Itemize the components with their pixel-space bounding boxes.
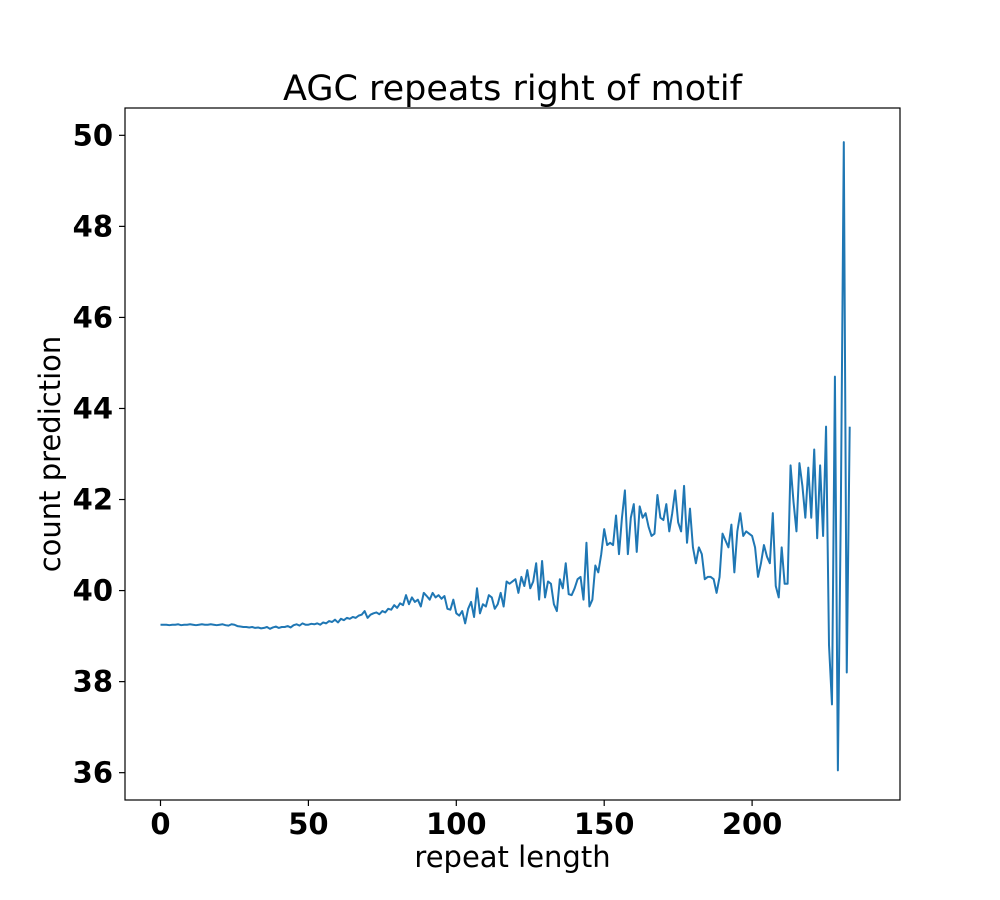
series-line	[160, 141, 851, 772]
x-axis-ticks: 0 50 100 150 200	[150, 800, 782, 841]
y-axis-label: count prediction	[33, 336, 67, 573]
y-tick-label: 38	[73, 665, 113, 699]
y-tick-label: 46	[73, 300, 113, 334]
y-tick-label: 50	[73, 118, 113, 152]
y-tick-label: 44	[73, 391, 113, 425]
x-tick-label: 0	[150, 807, 170, 841]
y-tick-label: 42	[73, 483, 113, 517]
x-tick-label: 100	[426, 807, 487, 841]
y-tick-label: 40	[73, 574, 113, 608]
x-tick-label: 50	[288, 807, 328, 841]
y-tick-label: 48	[73, 209, 113, 243]
x-axis-label: repeat length	[414, 840, 610, 874]
x-tick-label: 150	[574, 807, 635, 841]
y-axis-ticks: 36 38 40 42 44 46 48 50	[73, 118, 125, 790]
x-tick-label: 200	[722, 807, 783, 841]
plot-frame	[124, 107, 901, 801]
chart-title: AGC repeats right of motif	[283, 69, 743, 109]
y-tick-label: 36	[73, 756, 113, 790]
